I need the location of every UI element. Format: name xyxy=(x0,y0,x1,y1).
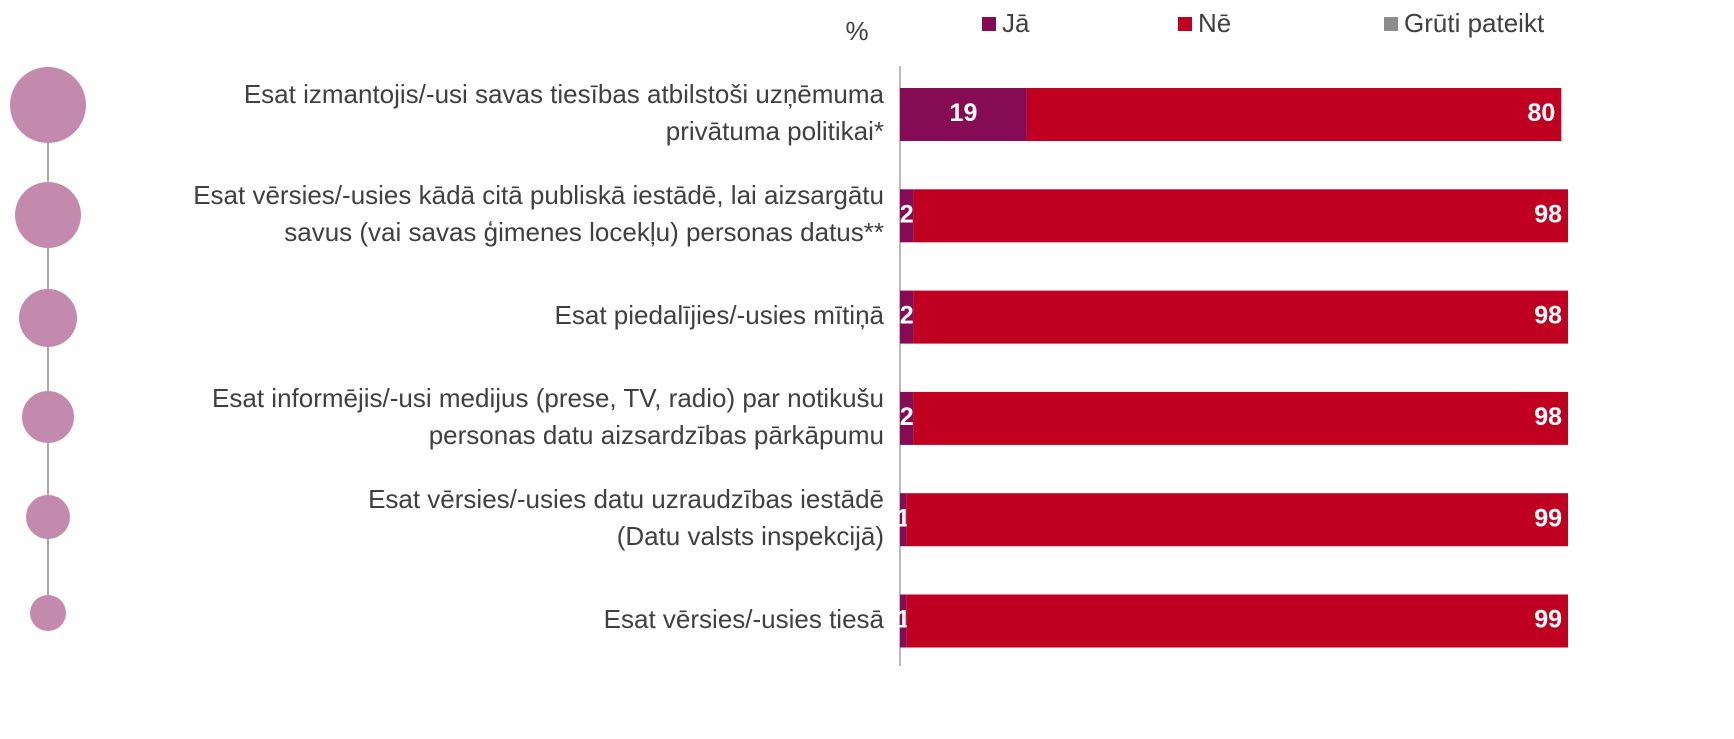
y-tick-label: privātuma politikai* xyxy=(666,116,884,146)
value-label: 99 xyxy=(1534,606,1562,634)
bar-segment xyxy=(900,88,1027,141)
y-tick-label: Esat vērsies/-usies tiesā xyxy=(604,604,885,634)
bar-segment xyxy=(913,290,1568,344)
bar-segment xyxy=(900,594,907,648)
y-tick-label: Esat vērsies/-usies datu uzraudzības ies… xyxy=(368,484,884,514)
legend-label: Grūti pateikt xyxy=(1404,8,1545,38)
value-label: 2 xyxy=(900,403,914,431)
decoration xyxy=(10,67,86,631)
y-tick-label: Esat izmantojis/-usi savas tiesības atbi… xyxy=(244,79,885,109)
circle xyxy=(22,391,74,443)
legend-swatch xyxy=(982,17,996,31)
bar-segment xyxy=(900,391,914,445)
bar-segment xyxy=(900,189,914,243)
value-label: 99 xyxy=(1534,504,1562,532)
bar-segment xyxy=(913,391,1568,445)
bar-segment xyxy=(900,290,914,344)
bar-segment xyxy=(900,493,907,547)
value-label: 2 xyxy=(900,200,914,228)
bar-segment xyxy=(906,493,1568,547)
legend-label: Nē xyxy=(1198,8,1231,38)
legend-swatch xyxy=(1384,17,1398,31)
bar-segment xyxy=(913,189,1568,243)
y-tick-label: personas datu aizsardzības pārkāpumu xyxy=(429,420,884,450)
circle xyxy=(26,495,70,539)
value-label: 98 xyxy=(1534,200,1562,228)
unit-label: % xyxy=(845,16,868,46)
y-tick-label: Esat informējis/-usi medijus (prese, TV,… xyxy=(212,383,884,413)
y-tick-label: Esat piedalījies/-usies mītiņā xyxy=(555,300,885,330)
value-label: 98 xyxy=(1534,302,1562,330)
circle xyxy=(10,67,86,143)
circle xyxy=(19,289,77,347)
circle xyxy=(15,182,81,248)
legend-label: Jā xyxy=(1002,8,1030,38)
circle xyxy=(30,595,66,631)
value-label: 19 xyxy=(950,99,978,127)
bar-segment xyxy=(1026,88,1562,141)
value-label: 98 xyxy=(1534,403,1562,431)
y-tick-label: (Datu valsts inspekcijā) xyxy=(617,521,884,551)
value-label: 2 xyxy=(900,302,914,330)
y-tick-label: savus (vai savas ģimenes locekļu) person… xyxy=(284,217,884,247)
bar-segment xyxy=(906,594,1568,648)
y-tick-label: Esat vērsies/-usies kādā citā publiskā i… xyxy=(193,180,884,210)
legend-swatch xyxy=(1178,17,1192,31)
value-label: 80 xyxy=(1528,99,1556,127)
